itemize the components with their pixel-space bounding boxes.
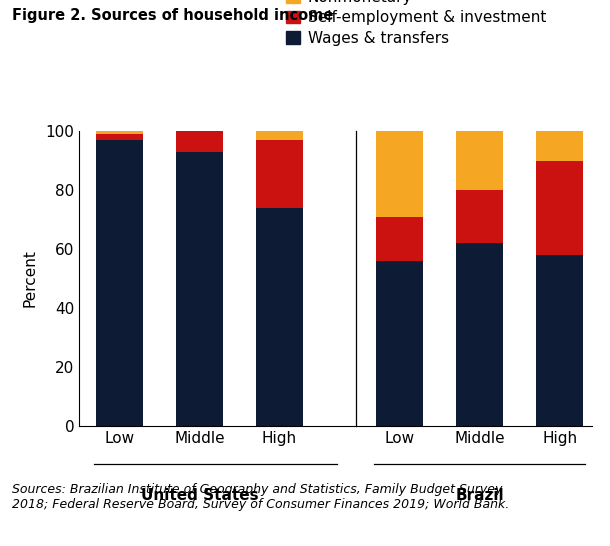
Text: United States: United States bbox=[140, 488, 258, 503]
Bar bbox=[96, 131, 143, 134]
Bar bbox=[456, 131, 503, 190]
Bar bbox=[536, 255, 583, 426]
Bar bbox=[456, 190, 503, 243]
Text: Brazil: Brazil bbox=[455, 488, 504, 503]
Legend: Nonmonetary, Self-employment & investment, Wages & transfers: Nonmonetary, Self-employment & investmen… bbox=[282, 0, 551, 50]
Bar bbox=[96, 140, 143, 426]
Bar bbox=[376, 131, 423, 217]
Bar bbox=[536, 161, 583, 255]
Y-axis label: Percent: Percent bbox=[22, 250, 37, 307]
Text: Sources: Brazilian Institute of Geography and Statistics, Family Budget Survey
2: Sources: Brazilian Institute of Geograph… bbox=[12, 483, 509, 511]
Bar bbox=[256, 131, 303, 140]
Bar bbox=[456, 243, 503, 426]
Bar bbox=[256, 140, 303, 207]
Bar bbox=[256, 207, 303, 426]
Bar bbox=[376, 261, 423, 426]
Bar bbox=[176, 152, 223, 426]
Bar bbox=[96, 134, 143, 140]
Bar bbox=[176, 131, 223, 152]
Text: Figure 2. Sources of household income: Figure 2. Sources of household income bbox=[12, 8, 334, 23]
Bar bbox=[376, 217, 423, 261]
Bar bbox=[536, 131, 583, 161]
